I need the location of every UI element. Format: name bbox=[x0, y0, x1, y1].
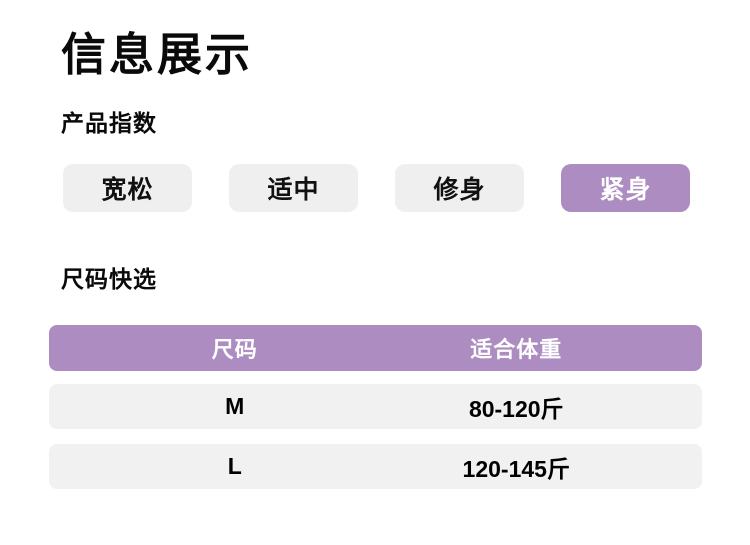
table-row-size-m: M 80-120斤 bbox=[49, 384, 702, 429]
cell-size-l: L bbox=[227, 453, 242, 479]
fit-option-loose[interactable]: 宽松 bbox=[63, 164, 192, 212]
header-cell-size: 尺码 bbox=[211, 337, 258, 362]
header-cell-weight: 适合体重 bbox=[470, 337, 563, 362]
product-index-heading: 产品指数 bbox=[61, 110, 157, 136]
size-select-heading: 尺码快选 bbox=[61, 266, 157, 292]
fit-option-regular[interactable]: 适中 bbox=[229, 164, 358, 212]
size-table: 尺码 适合体重 M 80-120斤 L 120-145斤 bbox=[49, 325, 702, 489]
cell-weight-m: 80-120斤 bbox=[468, 395, 564, 422]
size-table-header: 尺码 适合体重 bbox=[49, 325, 702, 371]
cell-size-m: M bbox=[225, 393, 245, 419]
fit-option-tight[interactable]: 紧身 bbox=[561, 164, 690, 212]
cell-weight-l: 120-145斤 bbox=[462, 455, 570, 482]
page-title: 信息展示 bbox=[61, 29, 254, 80]
table-row-size-l: L 120-145斤 bbox=[49, 444, 702, 489]
fit-options-group: 宽松 适中 修身 紧身 bbox=[63, 164, 690, 212]
fit-option-slim[interactable]: 修身 bbox=[395, 164, 524, 212]
